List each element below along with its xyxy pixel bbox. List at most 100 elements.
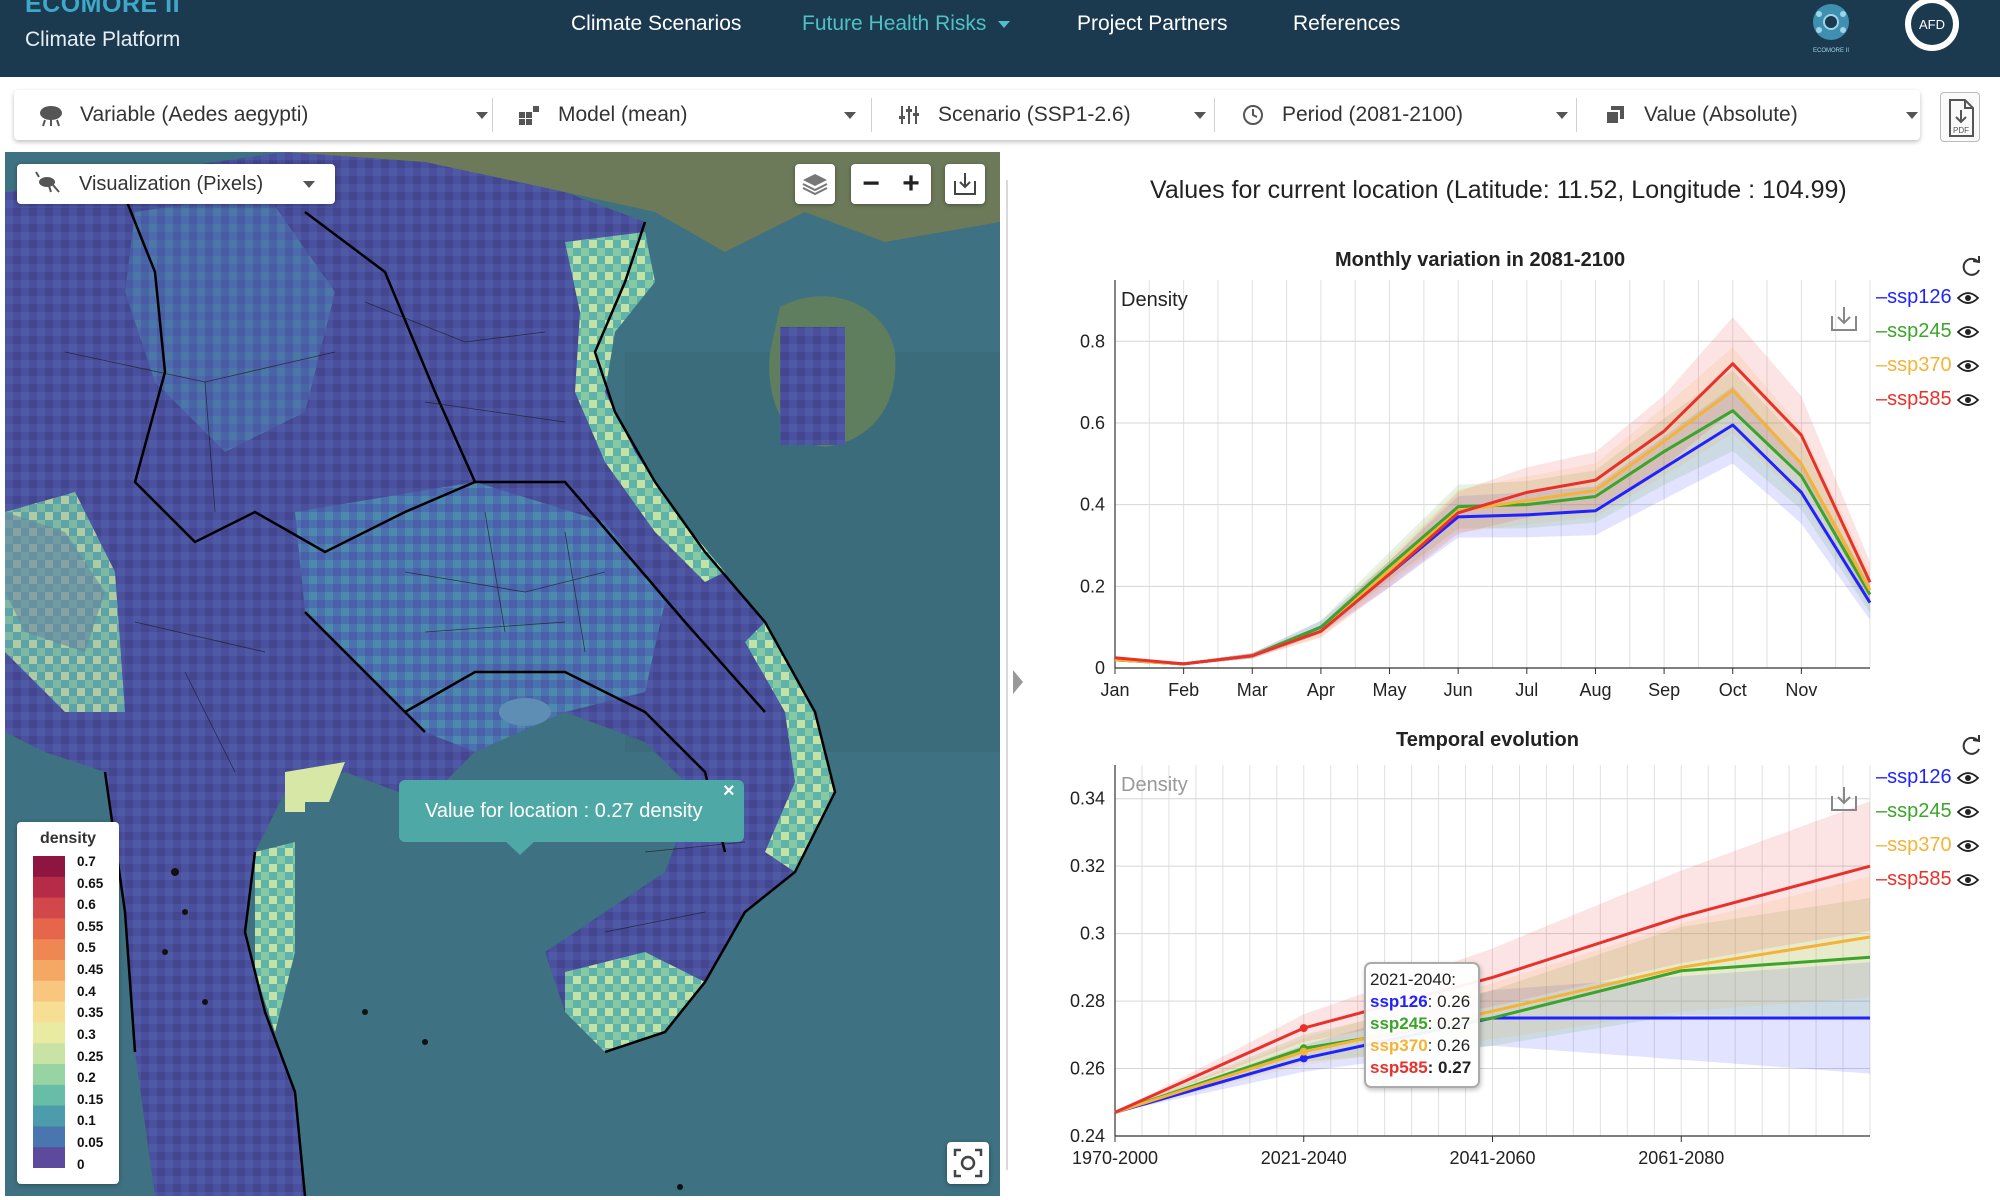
nav-climate-scenarios[interactable]: Climate Scenarios xyxy=(571,12,742,35)
series-point-ssp126[interactable] xyxy=(1299,1054,1308,1063)
legend-swatch xyxy=(33,918,65,940)
layers-button[interactable] xyxy=(795,164,835,204)
legend-entry-ssp126[interactable]: –ssp126 xyxy=(1876,286,1980,309)
value-label: Value (Absolute) xyxy=(1644,103,1798,126)
temporal-evolution-chart[interactable]: 0.24 0.26 0.28 0.3 0.32 0.34 1970-2000 2021-204… xyxy=(1050,760,1880,1180)
chevron-down-icon xyxy=(1556,112,1568,119)
legend-swatch xyxy=(33,939,65,961)
y-tick-label: 0.3 xyxy=(1080,924,1105,944)
eye-icon[interactable] xyxy=(1956,770,1980,786)
legend-swatch xyxy=(33,1001,65,1023)
brand-subtitle[interactable]: Climate Platform xyxy=(25,28,181,51)
legend-label: 0.2 xyxy=(77,1070,96,1086)
series-line-ssp245[interactable] xyxy=(1114,955,1871,1114)
nav-references[interactable]: References xyxy=(1293,12,1401,35)
temporal-chart-title: Temporal evolution xyxy=(1396,729,1579,751)
legend-swatch xyxy=(33,980,65,1003)
legend-entry-ssp585[interactable]: –ssp585 xyxy=(1876,868,1980,891)
legend-entry-ssp585[interactable]: –ssp585 xyxy=(1876,388,1980,411)
map-legend: density 0.7 0.65 0.6 0.55 0.5 0.45 0.4 0.35 0.3 0… xyxy=(17,822,119,1184)
series-point-ssp370[interactable] xyxy=(1299,1047,1308,1056)
location-popup: Value for location : 0.27 density xyxy=(399,780,744,842)
legend-swatch xyxy=(33,876,65,899)
tooltip-row-ssp370: ssp370: 0.26 xyxy=(1370,1036,1471,1055)
legend-swatch xyxy=(33,1022,65,1044)
eye-icon[interactable] xyxy=(1956,358,1980,374)
visualization-select[interactable]: Visualization (Pixels) xyxy=(17,164,335,204)
zoom-in-button[interactable]: + xyxy=(902,167,920,200)
legend-label: 0.45 xyxy=(77,962,104,978)
brand-title[interactable]: ECOMORE II xyxy=(25,0,181,18)
monthly-variation-chart[interactable]: 0 0.2 0.4 0.6 0.8 Jan Feb Mar Apr May Jun Jul Aug Sep… xyxy=(1050,280,1880,720)
eye-icon[interactable] xyxy=(1956,872,1980,888)
series-point-ssp585[interactable] xyxy=(1299,1024,1308,1033)
afd-logo[interactable]: AFD xyxy=(1900,0,1964,52)
clock-icon xyxy=(1238,100,1268,130)
divider xyxy=(1576,98,1577,132)
legend-label: 0.4 xyxy=(77,983,96,999)
x-tick-label: Feb xyxy=(1168,680,1199,700)
value-select[interactable]: Value (Absolute) xyxy=(1600,90,1920,140)
legend-title: density xyxy=(39,830,96,847)
eye-icon[interactable] xyxy=(1956,392,1980,408)
x-tick-label: Oct xyxy=(1719,680,1747,700)
popup-close-button[interactable]: × xyxy=(723,780,735,802)
map-canvas[interactable] xyxy=(5,152,1000,1196)
legend-entry-label: –ssp126 xyxy=(1876,766,1952,788)
chevron-right-icon[interactable] xyxy=(1013,670,1023,694)
chevron-down-icon xyxy=(1194,112,1206,119)
nav-future-health-risks[interactable]: Future Health Risks xyxy=(802,12,1011,36)
legend-entry-label: –ssp245 xyxy=(1876,320,1952,342)
series-band-ssp585 xyxy=(1115,801,1870,1113)
panel-splitter[interactable] xyxy=(1006,180,1008,1170)
mosquito-icon xyxy=(35,170,63,198)
model-select[interactable]: Model (mean) xyxy=(514,90,856,140)
legend-entry-ssp245[interactable]: –ssp245 xyxy=(1876,320,1980,343)
refresh-icon[interactable] xyxy=(1958,254,1984,280)
x-tick-label: 2041-2060 xyxy=(1449,1148,1535,1168)
map-panel[interactable]: Visualization (Pixels) − + Value for loc… xyxy=(5,152,1000,1196)
chart-download-icon[interactable] xyxy=(1826,302,1862,336)
pdf-export-button[interactable]: PDF xyxy=(1940,92,1980,142)
y-tick-label: 0.34 xyxy=(1070,789,1105,809)
eye-icon[interactable] xyxy=(1956,804,1980,820)
period-select[interactable]: Period (2081-2100) xyxy=(1238,90,1578,140)
variable-select[interactable]: Variable (Aedes aegypti) xyxy=(36,90,488,140)
screenshot-button[interactable] xyxy=(947,1142,989,1184)
scenario-select[interactable]: Scenario (SSP1-2.6) xyxy=(894,90,1214,140)
series-line-ssp370[interactable] xyxy=(1114,935,1871,1114)
x-tick-label: Jun xyxy=(1444,680,1473,700)
series-line-ssp585[interactable] xyxy=(1114,362,1872,666)
x-tick-label: 2061-2080 xyxy=(1638,1148,1724,1168)
tooltip-header: 2021-2040: xyxy=(1370,970,1457,989)
ecomore-logo[interactable]: ECOMORE II xyxy=(1803,0,1859,56)
legend-label: 0.15 xyxy=(77,1091,104,1107)
legend-entry-ssp370[interactable]: –ssp370 xyxy=(1876,834,1980,857)
legend-label: 0.3 xyxy=(77,1026,96,1042)
screenshot-icon xyxy=(953,1148,983,1178)
x-tick-label: Nov xyxy=(1785,680,1817,700)
zoom-out-button[interactable]: − xyxy=(862,167,880,200)
legend-entry-label: –ssp245 xyxy=(1876,800,1952,822)
legend-entry-ssp245[interactable]: –ssp245 xyxy=(1876,800,1980,823)
nav-project-partners[interactable]: Project Partners xyxy=(1077,12,1228,35)
eye-icon[interactable] xyxy=(1956,290,1980,306)
refresh-icon[interactable] xyxy=(1958,733,1984,759)
legend-entry-ssp370[interactable]: –ssp370 xyxy=(1876,354,1980,377)
divider xyxy=(871,98,872,132)
map-download-button[interactable] xyxy=(945,164,985,204)
legend-label: 0.55 xyxy=(77,918,104,934)
y-tick-label: 0.2 xyxy=(1080,576,1105,596)
series-band-ssp585 xyxy=(1115,317,1870,666)
eye-icon[interactable] xyxy=(1956,324,1980,340)
svg-text:ECOMORE II: ECOMORE II xyxy=(1813,48,1849,54)
chart-download-icon[interactable] xyxy=(1826,782,1862,816)
series-line-ssp585[interactable] xyxy=(1114,864,1871,1114)
x-tick-label: Aug xyxy=(1579,680,1611,700)
eye-icon[interactable] xyxy=(1956,838,1980,854)
legend-entry-ssp126[interactable]: –ssp126 xyxy=(1876,766,1980,789)
y-tick-label: 0.8 xyxy=(1080,331,1105,351)
variable-label: Variable (Aedes aegypti) xyxy=(80,103,309,126)
legend-swatch xyxy=(33,1147,65,1168)
monthly-chart-title: Monthly variation in 2081-2100 xyxy=(1335,249,1626,271)
